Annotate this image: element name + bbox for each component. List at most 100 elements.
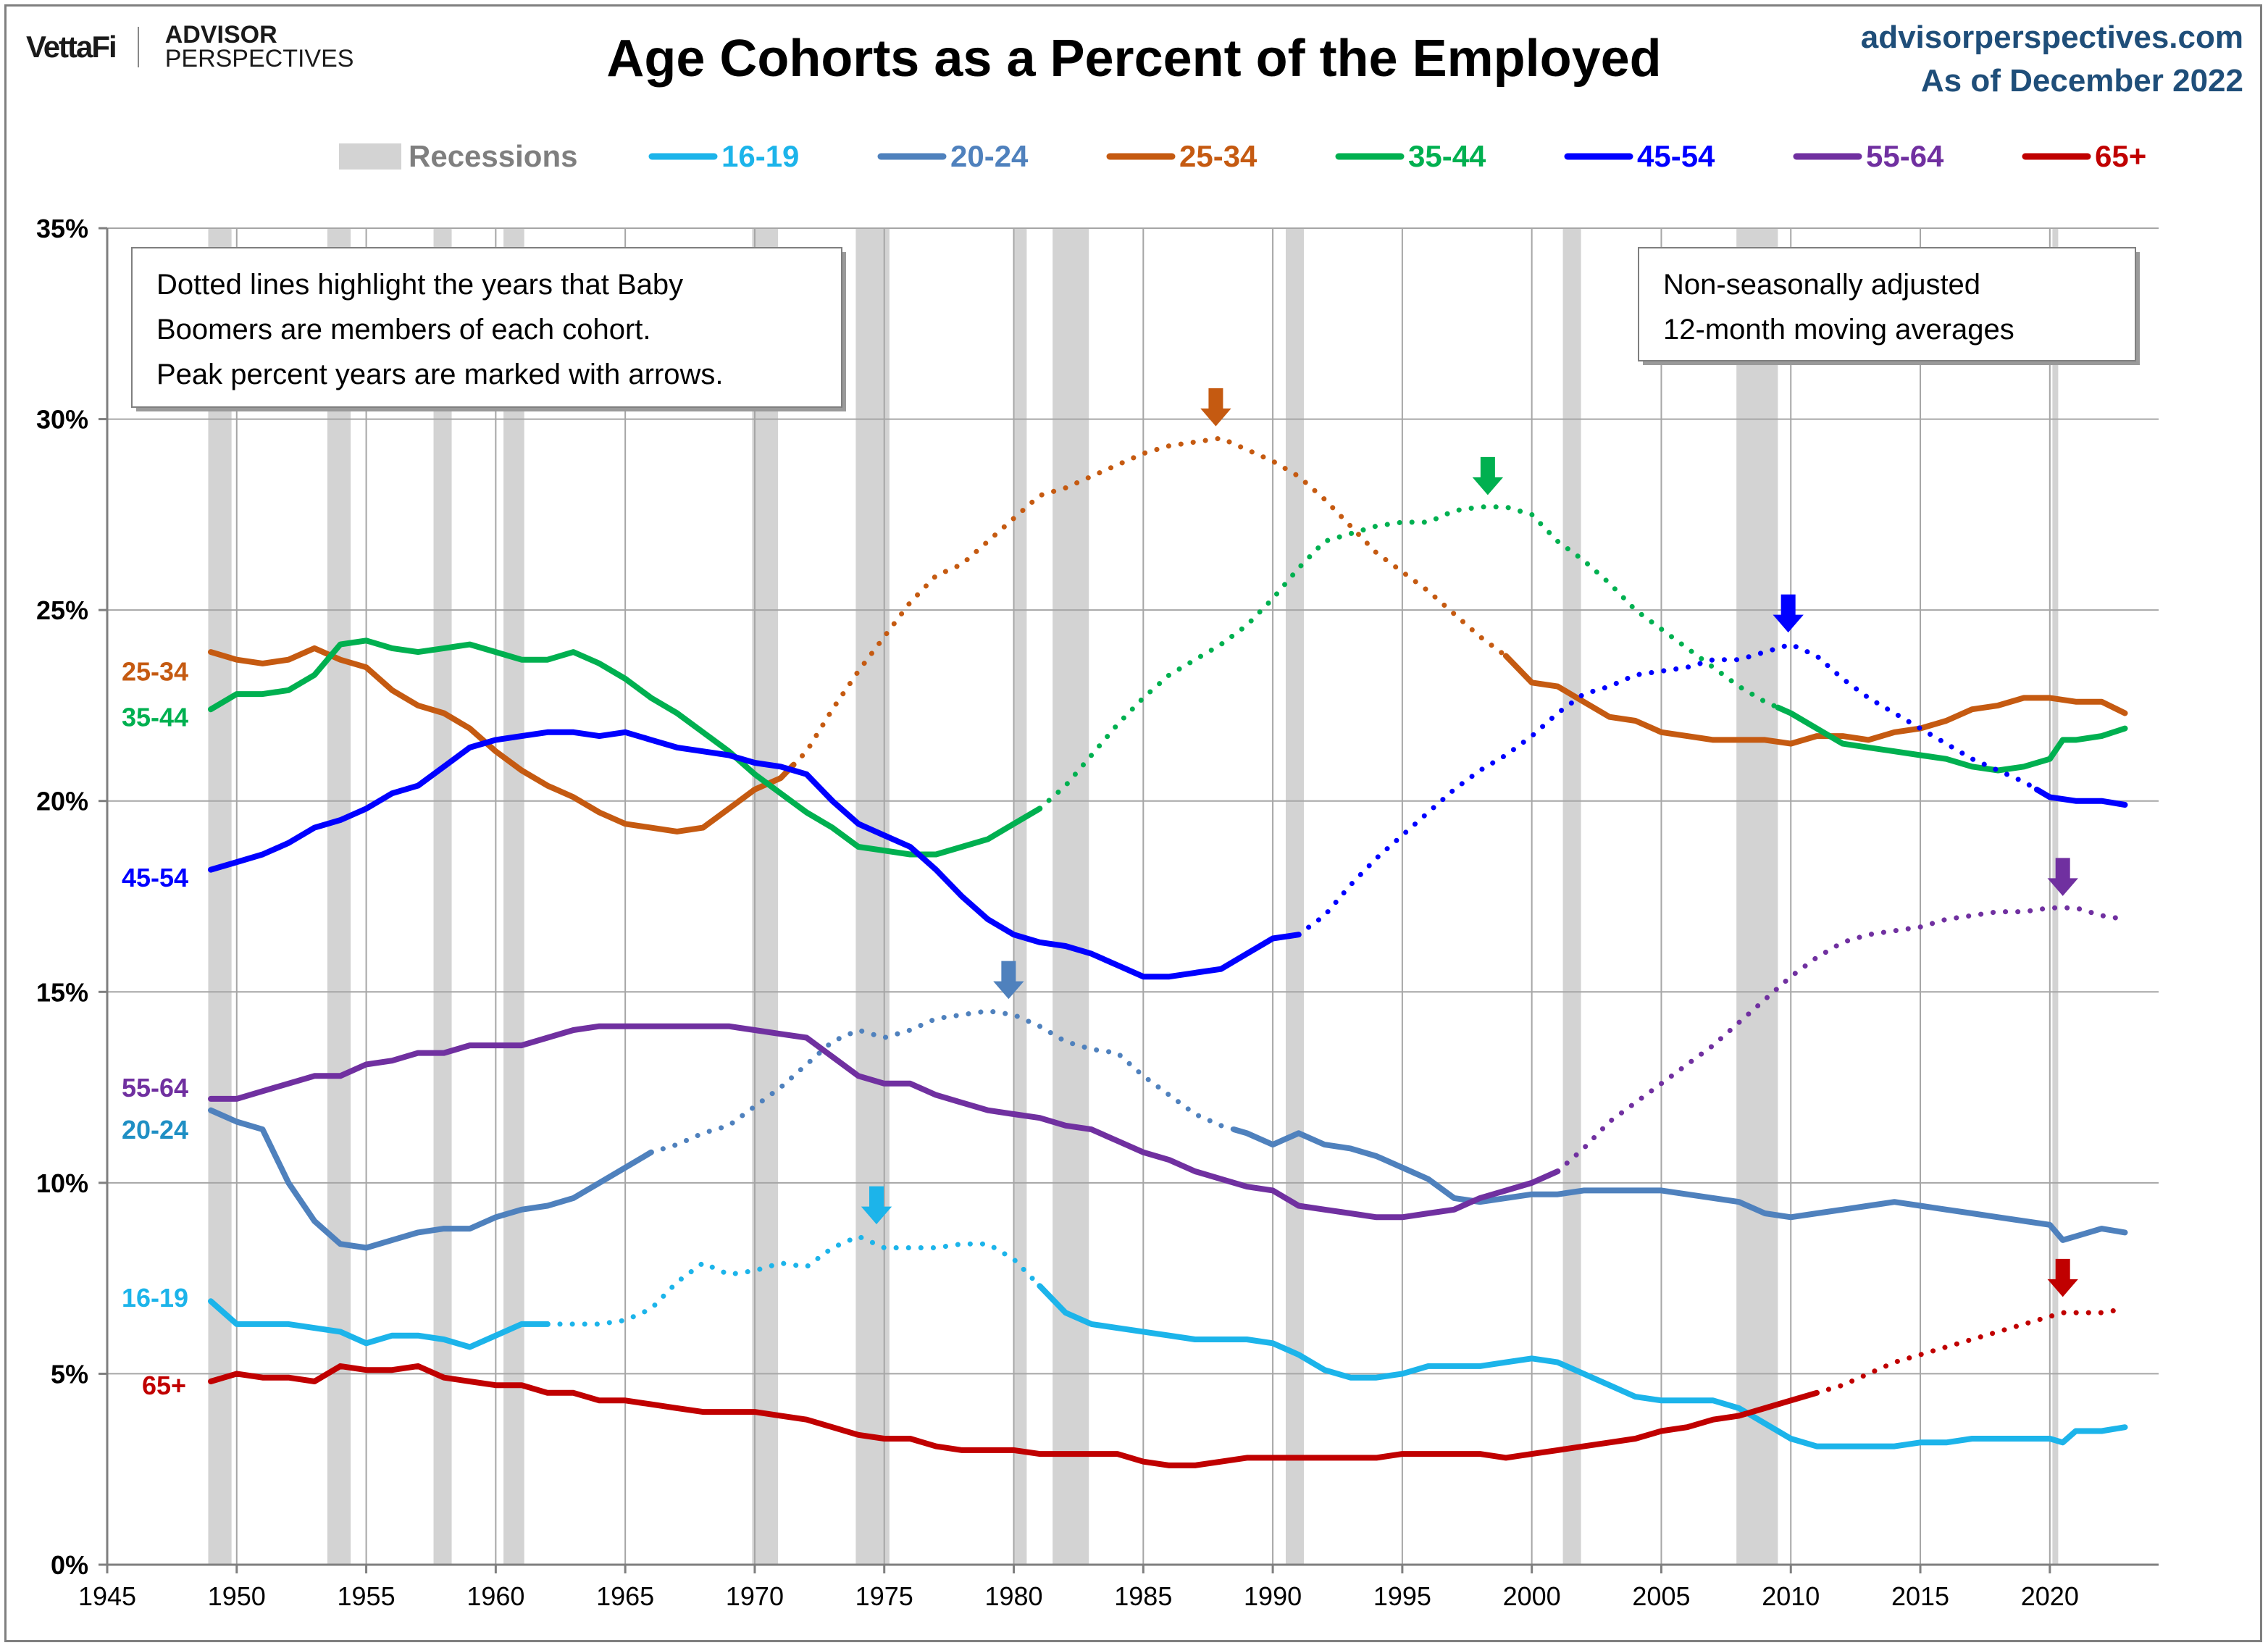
recession-band: [433, 228, 452, 1565]
brand-logo: VettaFi ADVISOR PERSPECTIVES: [26, 22, 353, 72]
peak-arrow-25-34: [1200, 388, 1231, 427]
advisor-perspectives-logo: ADVISOR PERSPECTIVES: [164, 22, 354, 72]
recession-band: [1562, 228, 1581, 1565]
series-55-64-solid-line: [208, 1023, 1561, 1221]
as-of-date: As of December 2022: [1920, 63, 2243, 99]
series-35-44-solid-line: [1775, 704, 2128, 774]
y-tick-label: 5%: [51, 1359, 88, 1389]
legend-item-65plus: 65+: [2022, 139, 2146, 173]
x-tick-label: 2000: [1503, 1581, 1561, 1611]
series-45-54-dotted-line: [1296, 641, 2040, 937]
recession-bands: [208, 228, 2059, 1565]
legend-label: 25-34: [1179, 139, 1258, 173]
series-35-44-dotted-line: [1037, 504, 1780, 811]
left-label-55-64: 55-64: [122, 1073, 188, 1103]
x-tick-label: 1975: [855, 1581, 913, 1611]
recession-band: [1013, 228, 1027, 1565]
x-tick-label: 1950: [208, 1581, 266, 1611]
axes: 0% 5% 10% 15% 20% 25% 30% 35% 1945 1950 1955 1960 19…: [36, 214, 2159, 1611]
site-url: advisorperspectives.com: [1860, 20, 2243, 55]
peak-arrows: [861, 388, 2078, 1297]
series-65plus-solid-line: [208, 1363, 1820, 1468]
series-lines: [208, 435, 2128, 1468]
logo-divider: [137, 27, 139, 67]
series-25-34-solid-line: [1502, 653, 2128, 747]
left-label-35-44: 35-44: [122, 703, 188, 732]
annotation-boxes: Dotted lines highlight the years that Ba…: [131, 247, 2140, 411]
note-right-line: Non-seasonally adjusted: [1663, 269, 1980, 301]
legend-label: 35-44: [1408, 139, 1486, 173]
peak-arrow-65plus: [2047, 1258, 2078, 1297]
recession-band: [1736, 228, 1778, 1565]
legend-item-35-44: 35-44: [1335, 139, 1486, 173]
left-label-16-19: 16-19: [122, 1283, 188, 1313]
recession-band: [503, 228, 524, 1565]
source-block: advisorperspectives.com As of December 2…: [1861, 16, 2243, 103]
series-25-34-solid-line: [208, 645, 797, 835]
x-tick-label: 2020: [2021, 1581, 2079, 1611]
left-label-45-54: 45-54: [122, 863, 188, 892]
x-tick-label: 2005: [1632, 1581, 1690, 1611]
series-45-54-solid-line: [208, 729, 1302, 980]
series-65plus-dotted-line: [1814, 1306, 2127, 1396]
x-tick-label: 2015: [1891, 1581, 1949, 1611]
x-tick-label: 1990: [1244, 1581, 1302, 1611]
legend-label: 45-54: [1637, 139, 1715, 173]
legend-label: 55-64: [1866, 139, 1944, 173]
series-20-24-solid-line: [1231, 1126, 2128, 1243]
recession-band: [752, 228, 779, 1565]
legend-item-55-64: 55-64: [1793, 139, 1944, 173]
legend: Recessions 16-19 20-24 25-34 35-44 45-54 55-64…: [339, 139, 2146, 173]
legend-swatch: [339, 143, 401, 170]
left-label-20-24: 20-24: [122, 1115, 188, 1145]
legend-label: 65+: [2095, 139, 2146, 173]
peak-arrow-55-64: [2047, 858, 2078, 896]
x-tick-label: 1960: [466, 1581, 524, 1611]
legend-item-16-19: 16-19: [648, 139, 799, 173]
note-right: Non-seasonally adjusted 12-month moving a…: [1638, 247, 2140, 365]
series-16-19-solid-line: [208, 1298, 551, 1350]
series-16-19-dotted-line: [545, 1233, 1042, 1327]
recession-band: [2052, 228, 2059, 1565]
y-tick-label: 10%: [36, 1168, 88, 1198]
chart-title: Age Cohorts as a Percent of the Employed: [606, 30, 1662, 88]
left-label-25-34: 25-34: [122, 656, 188, 686]
note-left-line: Peak percent years are marked with arrow…: [156, 359, 724, 390]
series-45-54-solid-line: [2033, 786, 2128, 808]
series-20-24-solid-line: [208, 1107, 654, 1251]
note-left-box: [131, 247, 842, 408]
legend-label: Recessions: [409, 139, 577, 173]
legend-item-25-34: 25-34: [1106, 139, 1258, 173]
y-tick-label: 25%: [36, 595, 88, 625]
note-left: Dotted lines highlight the years that Ba…: [131, 247, 846, 411]
x-tick-label: 1945: [78, 1581, 136, 1611]
y-tick-label: 15%: [36, 977, 88, 1007]
note-left-line: Boomers are members of each cohort.: [156, 314, 651, 346]
series-25-34-dotted-line: [791, 435, 1509, 768]
legend-label: 16-19: [721, 139, 799, 173]
recession-band: [327, 228, 351, 1565]
peak-arrow-45-54: [1773, 594, 1804, 633]
series-left-labels: 25-34 35-44 45-54 55-64 20-24 16-19 65+: [122, 656, 188, 1400]
y-tick-label: 30%: [36, 405, 88, 435]
recession-band: [1053, 228, 1089, 1565]
x-tick-label: 1995: [1373, 1581, 1431, 1611]
y-tick-label: 20%: [36, 787, 88, 816]
vettafi-logo: VettaFi: [26, 30, 117, 64]
peak-arrow-35-44: [1472, 456, 1504, 495]
x-tick-label: 1980: [984, 1581, 1042, 1611]
x-tick-label: 1955: [338, 1581, 396, 1611]
x-tick-label: 1970: [726, 1581, 784, 1611]
series-20-24-dotted-line: [648, 1008, 1236, 1155]
left-label-65plus: 65+: [142, 1371, 186, 1400]
legend-label: 20-24: [950, 139, 1029, 173]
recession-band: [1285, 228, 1304, 1565]
legend-item-20-24: 20-24: [877, 139, 1029, 173]
logo-line-2: PERSPECTIVES: [164, 45, 354, 72]
recession-band: [208, 228, 232, 1565]
legend-item-recessions: Recessions: [339, 139, 577, 173]
y-tick-label: 35%: [36, 214, 88, 243]
note-right-line: 12-month moving averages: [1663, 314, 2014, 346]
x-tick-label: 1985: [1114, 1581, 1172, 1611]
